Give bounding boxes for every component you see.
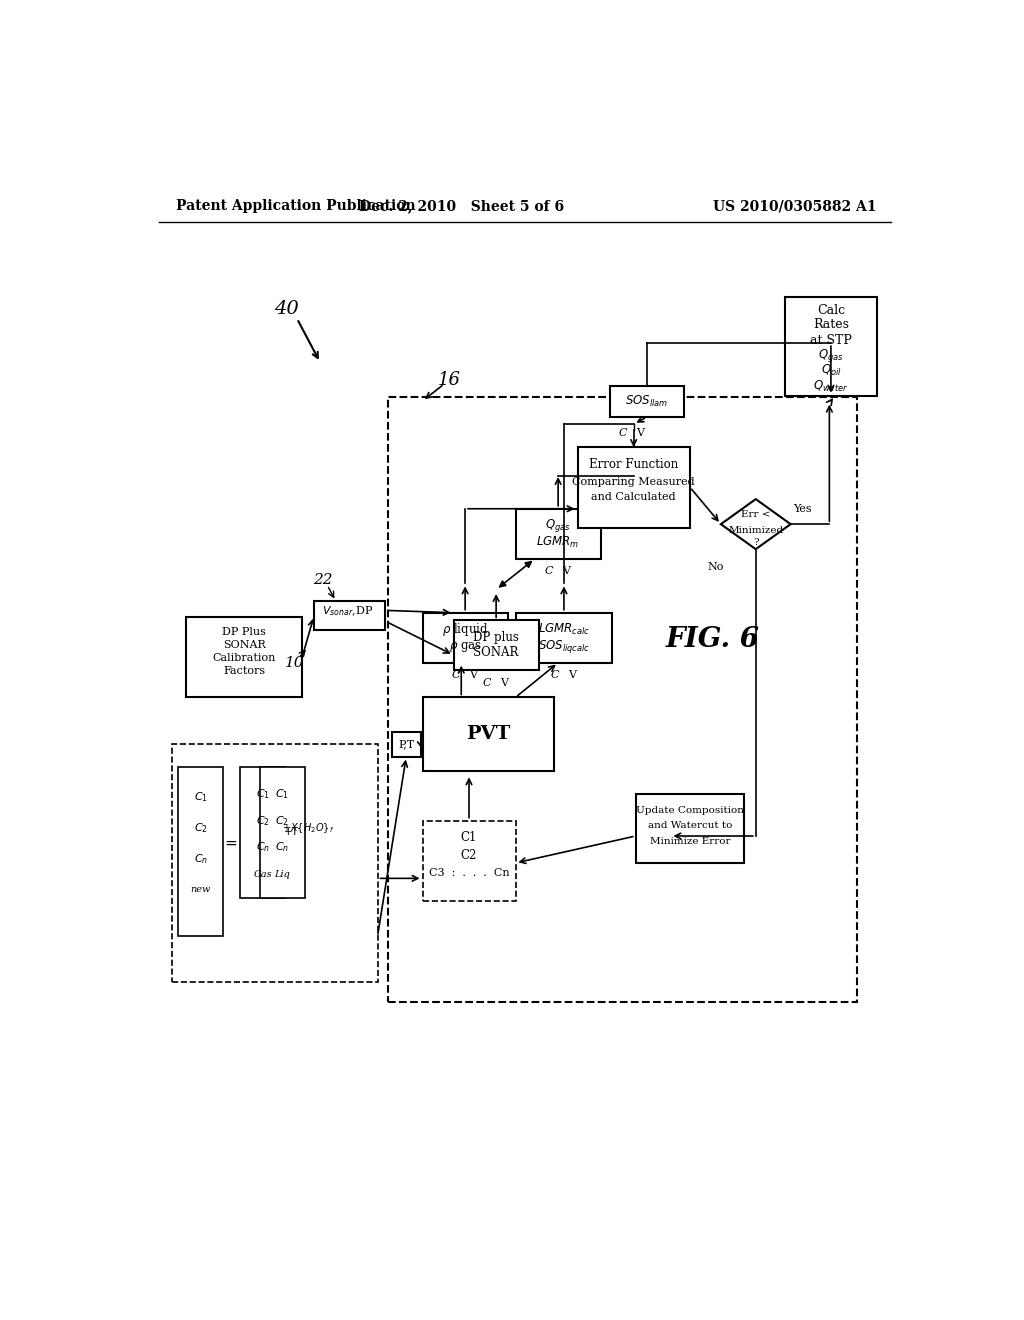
- Text: P,T: P,T: [398, 739, 415, 750]
- Text: $C_1$: $C_1$: [275, 787, 289, 800]
- Text: V: V: [500, 677, 508, 688]
- Text: V: V: [636, 428, 644, 438]
- Text: Gas: Gas: [254, 870, 272, 879]
- Text: $\rho$ liquid: $\rho$ liquid: [441, 622, 488, 638]
- Text: Rates: Rates: [813, 318, 849, 331]
- Text: Liq: Liq: [274, 870, 290, 879]
- Text: DP plus: DP plus: [473, 631, 519, 644]
- Text: US 2010/0305882 A1: US 2010/0305882 A1: [713, 199, 877, 213]
- Text: 16: 16: [438, 371, 461, 389]
- Bar: [610, 387, 684, 417]
- Text: FIG. 6: FIG. 6: [667, 626, 760, 653]
- Text: Patent Application Publication: Patent Application Publication: [176, 199, 416, 213]
- Bar: [423, 697, 554, 771]
- Bar: [314, 601, 385, 631]
- Text: $C_2$: $C_2$: [275, 813, 289, 828]
- Text: $C_1$: $C_1$: [256, 787, 270, 800]
- Text: $Q_{water}$: $Q_{water}$: [813, 379, 849, 393]
- Text: C: C: [618, 428, 627, 438]
- Text: $C_n$: $C_n$: [275, 841, 290, 854]
- Bar: [260, 767, 305, 898]
- Text: Error Function: Error Function: [589, 458, 678, 471]
- Text: C: C: [452, 671, 460, 680]
- Text: Comparing Measured: Comparing Measured: [572, 477, 695, 487]
- Text: $C_2$: $C_2$: [256, 813, 269, 828]
- Bar: [515, 508, 601, 558]
- Text: 40: 40: [274, 300, 299, 318]
- Bar: [391, 733, 421, 756]
- Text: $SOS_{llam}$: $SOS_{llam}$: [626, 395, 669, 409]
- Text: Calc: Calc: [817, 305, 845, 317]
- Text: V: V: [567, 671, 575, 680]
- Text: DP Plus: DP Plus: [222, 627, 266, 638]
- Text: Yes: Yes: [793, 504, 812, 513]
- Text: and Calculated: and Calculated: [592, 492, 676, 502]
- Text: $V_{sonar}$,DP: $V_{sonar}$,DP: [323, 605, 374, 618]
- Text: V: V: [562, 566, 570, 576]
- Text: Update Composition: Update Composition: [636, 807, 743, 814]
- Bar: [578, 447, 690, 528]
- Text: SONAR: SONAR: [223, 640, 265, 649]
- Text: +T: +T: [284, 828, 299, 837]
- Text: C: C: [482, 677, 492, 688]
- Text: $Q_{gas}$: $Q_{gas}$: [818, 347, 844, 364]
- Text: and Watercut to: and Watercut to: [648, 821, 732, 830]
- Text: C: C: [545, 566, 553, 576]
- Text: $C_1$: $C_1$: [194, 791, 208, 804]
- Text: Minimized: Minimized: [728, 525, 783, 535]
- Text: 10: 10: [285, 656, 304, 669]
- Text: No: No: [708, 561, 724, 572]
- Text: C2: C2: [461, 849, 477, 862]
- Text: =: =: [224, 836, 238, 851]
- Text: $C_n$: $C_n$: [194, 853, 208, 866]
- Text: Minimize Error: Minimize Error: [649, 837, 730, 846]
- Bar: [388, 397, 856, 1002]
- Text: Calibration: Calibration: [213, 653, 275, 663]
- Text: $C_2$: $C_2$: [194, 821, 208, 836]
- Text: $C_n$: $C_n$: [256, 841, 270, 854]
- Text: C1: C1: [461, 832, 477, 843]
- Text: new: new: [190, 886, 211, 895]
- Text: V: V: [469, 671, 477, 680]
- Text: SONAR: SONAR: [473, 647, 519, 659]
- Bar: [186, 616, 302, 697]
- Text: PVT: PVT: [466, 725, 511, 743]
- Text: 22: 22: [313, 573, 333, 587]
- Bar: [636, 793, 744, 863]
- Text: $\rho$ gas: $\rho$ gas: [449, 640, 481, 653]
- Text: $LGMR_{calc}$: $LGMR_{calc}$: [538, 622, 590, 638]
- Bar: [785, 297, 877, 396]
- Text: $Q_{gas}$: $Q_{gas}$: [546, 517, 571, 535]
- Text: $+ X\{H_2O\}_f$: $+ X\{H_2O\}_f$: [282, 821, 334, 836]
- Bar: [454, 620, 539, 671]
- Polygon shape: [721, 499, 791, 549]
- Bar: [515, 612, 612, 663]
- Text: C3  :  .  .  .  Cn: C3 : . . . Cn: [429, 869, 509, 878]
- Text: $Q_{oil}$: $Q_{oil}$: [820, 363, 842, 379]
- Bar: [423, 821, 515, 902]
- Text: Factors: Factors: [223, 667, 265, 676]
- Text: Err <: Err <: [741, 511, 770, 519]
- Bar: [172, 743, 378, 982]
- Text: Dec. 2, 2010   Sheet 5 of 6: Dec. 2, 2010 Sheet 5 of 6: [358, 199, 564, 213]
- Text: $SOS_{liqcalc}$: $SOS_{liqcalc}$: [538, 638, 590, 655]
- Text: C: C: [550, 671, 559, 680]
- Text: ?: ?: [753, 539, 759, 546]
- Bar: [423, 612, 508, 663]
- Text: $LGMR_m$: $LGMR_m$: [537, 535, 580, 550]
- Bar: [178, 767, 223, 936]
- Bar: [241, 767, 286, 898]
- Text: at STP: at STP: [810, 334, 852, 347]
